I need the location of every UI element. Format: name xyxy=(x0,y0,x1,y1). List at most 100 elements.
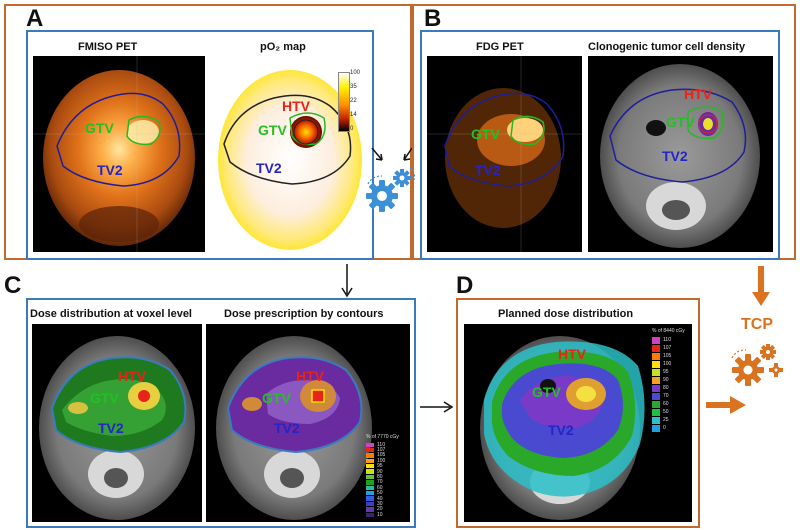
d-legend-swatch xyxy=(652,344,660,352)
d-legend-swatch xyxy=(652,352,660,360)
fdg-pet-image: GTV TV2 xyxy=(427,56,582,252)
c-legend-tick: 90 xyxy=(377,468,383,475)
c-legend-swatch xyxy=(366,474,374,480)
d-legend-swatch xyxy=(652,368,660,376)
fmiso-tv2-label: TV2 xyxy=(97,162,123,178)
c-legend-tick: 100 xyxy=(377,457,386,464)
c-legend-entry: 20 xyxy=(366,506,406,513)
c-legend-tick: 30 xyxy=(377,501,383,507)
c-legend-entry: 40 xyxy=(366,495,406,502)
po2-tick: 35 xyxy=(350,84,357,90)
d-legend-entry: 80 xyxy=(652,384,688,392)
contour-gtv-label: GTV xyxy=(262,390,291,406)
panel-b-inner-frame xyxy=(420,30,780,260)
clono-gtv-label: GTV xyxy=(666,114,695,130)
contour-htv-label: HTV xyxy=(296,368,324,384)
d-legend-swatch xyxy=(652,336,660,344)
panel-a-left-title: FMISO PET xyxy=(78,41,138,53)
c-legend-tick: 10 xyxy=(377,511,383,518)
c-legend-tick: 40 xyxy=(377,495,383,502)
c-legend-tick: 80 xyxy=(377,474,383,481)
d-legend-tick: 50 xyxy=(663,409,669,415)
d-legend-tick: 107 xyxy=(663,345,672,351)
c-legend-caption: % of 7770 cGy xyxy=(366,434,399,440)
fdg-tv2-label: TV2 xyxy=(475,162,501,178)
d-legend-tick: 100 xyxy=(663,361,672,367)
dose-voxel-image: HTV GTV TV2 xyxy=(32,324,202,522)
po2-tick: 0 xyxy=(350,126,354,132)
po2-htv-label: HTV xyxy=(282,98,310,114)
panel-b-left-title: FDG PET xyxy=(476,41,524,53)
fmiso-gtv-label: GTV xyxy=(85,120,114,136)
arrow-icon xyxy=(706,396,746,414)
c-legend-swatch xyxy=(366,447,374,453)
panel-a-right-title: pO₂ map xyxy=(260,41,306,53)
arrow-icon xyxy=(340,264,354,298)
c-legend-tick: 70 xyxy=(377,479,383,486)
c-legend-tick: 20 xyxy=(377,506,383,513)
c-legend-entry: 95 xyxy=(366,463,406,469)
d-legend-swatch xyxy=(652,360,660,368)
gears-icon xyxy=(362,140,422,220)
d-legend-swatch xyxy=(652,392,660,400)
d-legend-entry: 60 xyxy=(652,400,688,408)
panel-a-inner-frame xyxy=(26,30,374,260)
fdg-gtv-label: GTV xyxy=(471,126,500,142)
c-legend-swatch xyxy=(366,491,374,496)
tcp-label: TCP xyxy=(741,316,773,333)
d-legend-swatch xyxy=(652,376,660,384)
d-legend-swatch xyxy=(652,384,660,392)
d-legend-entry: 70 xyxy=(652,392,688,400)
planned-gtv-label: GTV xyxy=(532,384,561,400)
d-legend-swatch xyxy=(652,408,660,416)
c-legend-tick: 107 xyxy=(377,447,386,454)
panel-a-letter: A xyxy=(26,5,44,32)
c-legend-entry: 60 xyxy=(366,485,406,491)
voxel-tv2-label: TV2 xyxy=(98,420,124,436)
fmiso-pet-image: GTV TV2 xyxy=(33,56,205,252)
d-legend-swatch xyxy=(652,424,660,432)
c-legend-entry: 105 xyxy=(366,452,406,458)
planned-htv-label: HTV xyxy=(558,346,586,362)
d-legend-entry: 95 xyxy=(652,368,688,376)
panel-c-frame xyxy=(26,298,416,528)
d-legend-entry: 0 xyxy=(652,424,688,432)
d-legend-entry: 90 xyxy=(652,376,688,384)
gears-icon xyxy=(728,336,788,390)
panel-c-left-title: Dose distribution at voxel level xyxy=(30,308,192,320)
c-legend-swatch xyxy=(366,512,374,517)
d-legend-entry: 100 xyxy=(652,360,688,368)
c-legend-entry: 80 xyxy=(366,474,406,481)
clonogenic-density-image: HTV GTV TV2 xyxy=(588,56,773,252)
contour-tv2-label: TV2 xyxy=(274,420,300,436)
d-legend-tick: 70 xyxy=(663,393,669,399)
panel-d-title: Planned dose distribution xyxy=(498,308,634,320)
d-legend-entry: 110 xyxy=(652,336,688,344)
d-legend-swatch xyxy=(652,400,660,408)
d-legend-tick: 60 xyxy=(663,401,669,407)
po2-colorbar xyxy=(338,72,350,132)
d-legend-entry: 50 xyxy=(652,408,688,416)
panel-b-right-title: Clonogenic tumor cell density xyxy=(588,41,746,53)
clono-tv2-label: TV2 xyxy=(662,148,688,164)
d-legend-tick: 110 xyxy=(663,337,671,343)
panel-c-right-title: Dose prescription by contours xyxy=(224,308,384,320)
d-legend: 110 107 105 100 95 90 80 70 60 50 25 0 xyxy=(652,336,688,432)
po2-tick: 100 xyxy=(350,70,361,76)
c-legend-swatch xyxy=(366,453,374,458)
po2-gtv-label: GTV xyxy=(258,122,287,138)
po2-tick: 14 xyxy=(350,112,357,118)
c-legend-swatch xyxy=(366,507,374,512)
d-legend-entry: 25 xyxy=(652,416,688,424)
c-legend-swatch xyxy=(366,485,374,491)
arrow-icon xyxy=(752,266,770,306)
c-legend-entry: 10 xyxy=(366,511,406,518)
panel-d-letter: D xyxy=(456,272,474,299)
c-legend-swatch xyxy=(366,480,374,485)
panel-c-letter: C xyxy=(4,272,22,299)
c-legend-swatch xyxy=(366,458,374,464)
c-legend-swatch xyxy=(366,464,374,469)
d-legend-caption: % of 8440 cGy xyxy=(652,328,685,334)
arrow-icon xyxy=(420,400,454,414)
c-legend-entry: 100 xyxy=(366,457,406,464)
